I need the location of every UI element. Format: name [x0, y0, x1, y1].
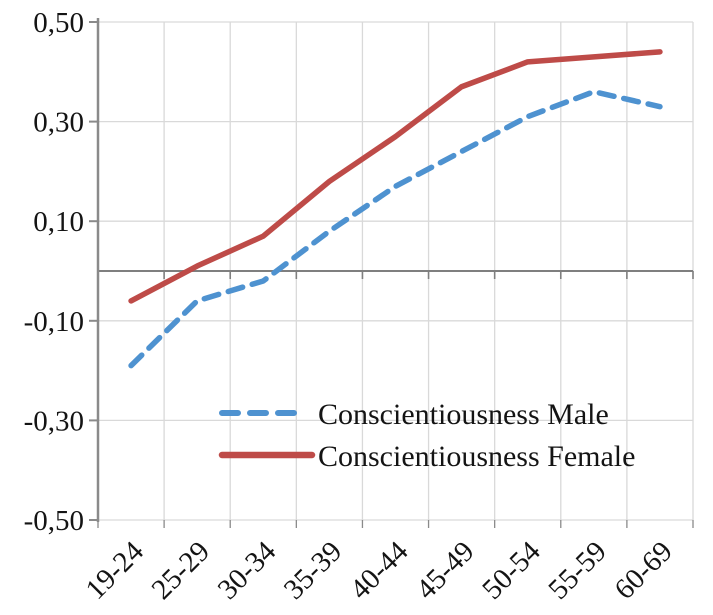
x-category-label: 55-59	[542, 535, 612, 605]
legend-female-label: Conscientiousness Female	[318, 440, 635, 473]
series-line-male	[128, 88, 663, 369]
legend-male-label: Conscientiousness Male	[318, 398, 609, 431]
legend: Conscientiousness Male Conscientiousness…	[218, 398, 635, 473]
series-lines	[128, 49, 663, 369]
x-category-label: 25-29	[146, 535, 216, 605]
y-tick-label: -0,50	[24, 505, 84, 537]
x-category-label: 30-34	[212, 535, 283, 606]
y-tick-label: -0,30	[24, 405, 84, 437]
series-line-female	[128, 49, 663, 304]
x-category-label: 45-49	[410, 535, 480, 605]
y-tick-label: -0,10	[24, 306, 84, 338]
y-tick-label: 0,10	[33, 206, 84, 238]
x-category-label: 35-39	[278, 535, 348, 605]
x-category-label: 60-69	[608, 535, 678, 605]
x-category-label: 40-44	[344, 535, 415, 606]
x-category-label: 19-24	[80, 535, 151, 606]
x-category-label: 50-54	[476, 535, 547, 606]
y-tick-label: 0,30	[33, 107, 84, 139]
y-tick-label: 0,50	[33, 7, 84, 39]
axes	[89, 18, 694, 528]
